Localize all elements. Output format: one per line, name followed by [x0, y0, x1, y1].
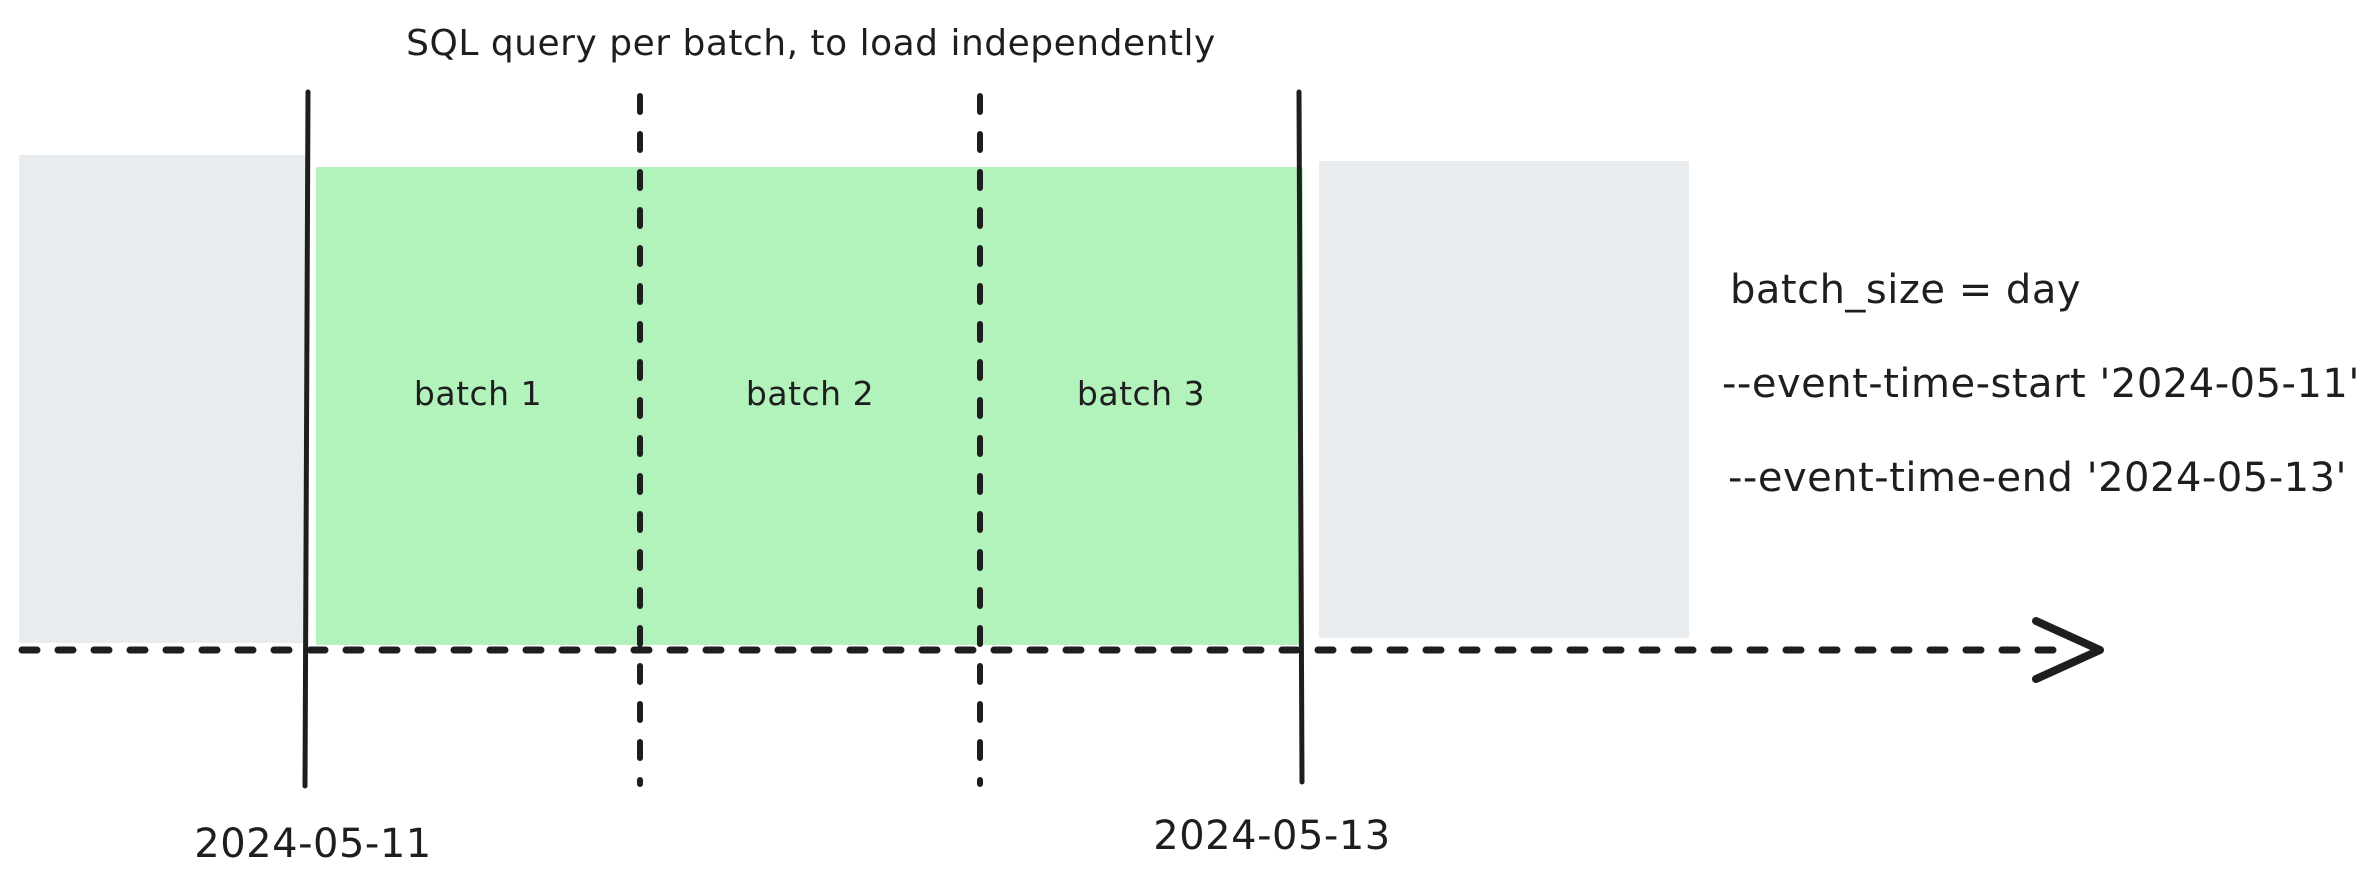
diagram-title: SQL query per batch, to load independent…	[406, 23, 1216, 64]
batch-2-label: batch 2	[745, 374, 875, 413]
event-time-start-annotation: --event-time-start '2024-05-11'	[1722, 361, 2360, 407]
outside-range-right-region	[1319, 161, 1689, 638]
batch-size-annotation: batch_size = day	[1730, 267, 2082, 313]
outside-range-left-region	[19, 155, 306, 643]
event-time-end-annotation: --event-time-end '2024-05-13'	[1728, 455, 2348, 501]
selected-batch-range-region	[316, 167, 1303, 645]
start-date-label: 2024-05-11	[194, 821, 432, 867]
batch-1-label: batch 1	[413, 374, 543, 413]
batch-3-label: batch 3	[1076, 374, 1206, 413]
end-date-label: 2024-05-13	[1153, 813, 1391, 859]
time-axis-arrowhead-icon	[2032, 617, 2104, 683]
